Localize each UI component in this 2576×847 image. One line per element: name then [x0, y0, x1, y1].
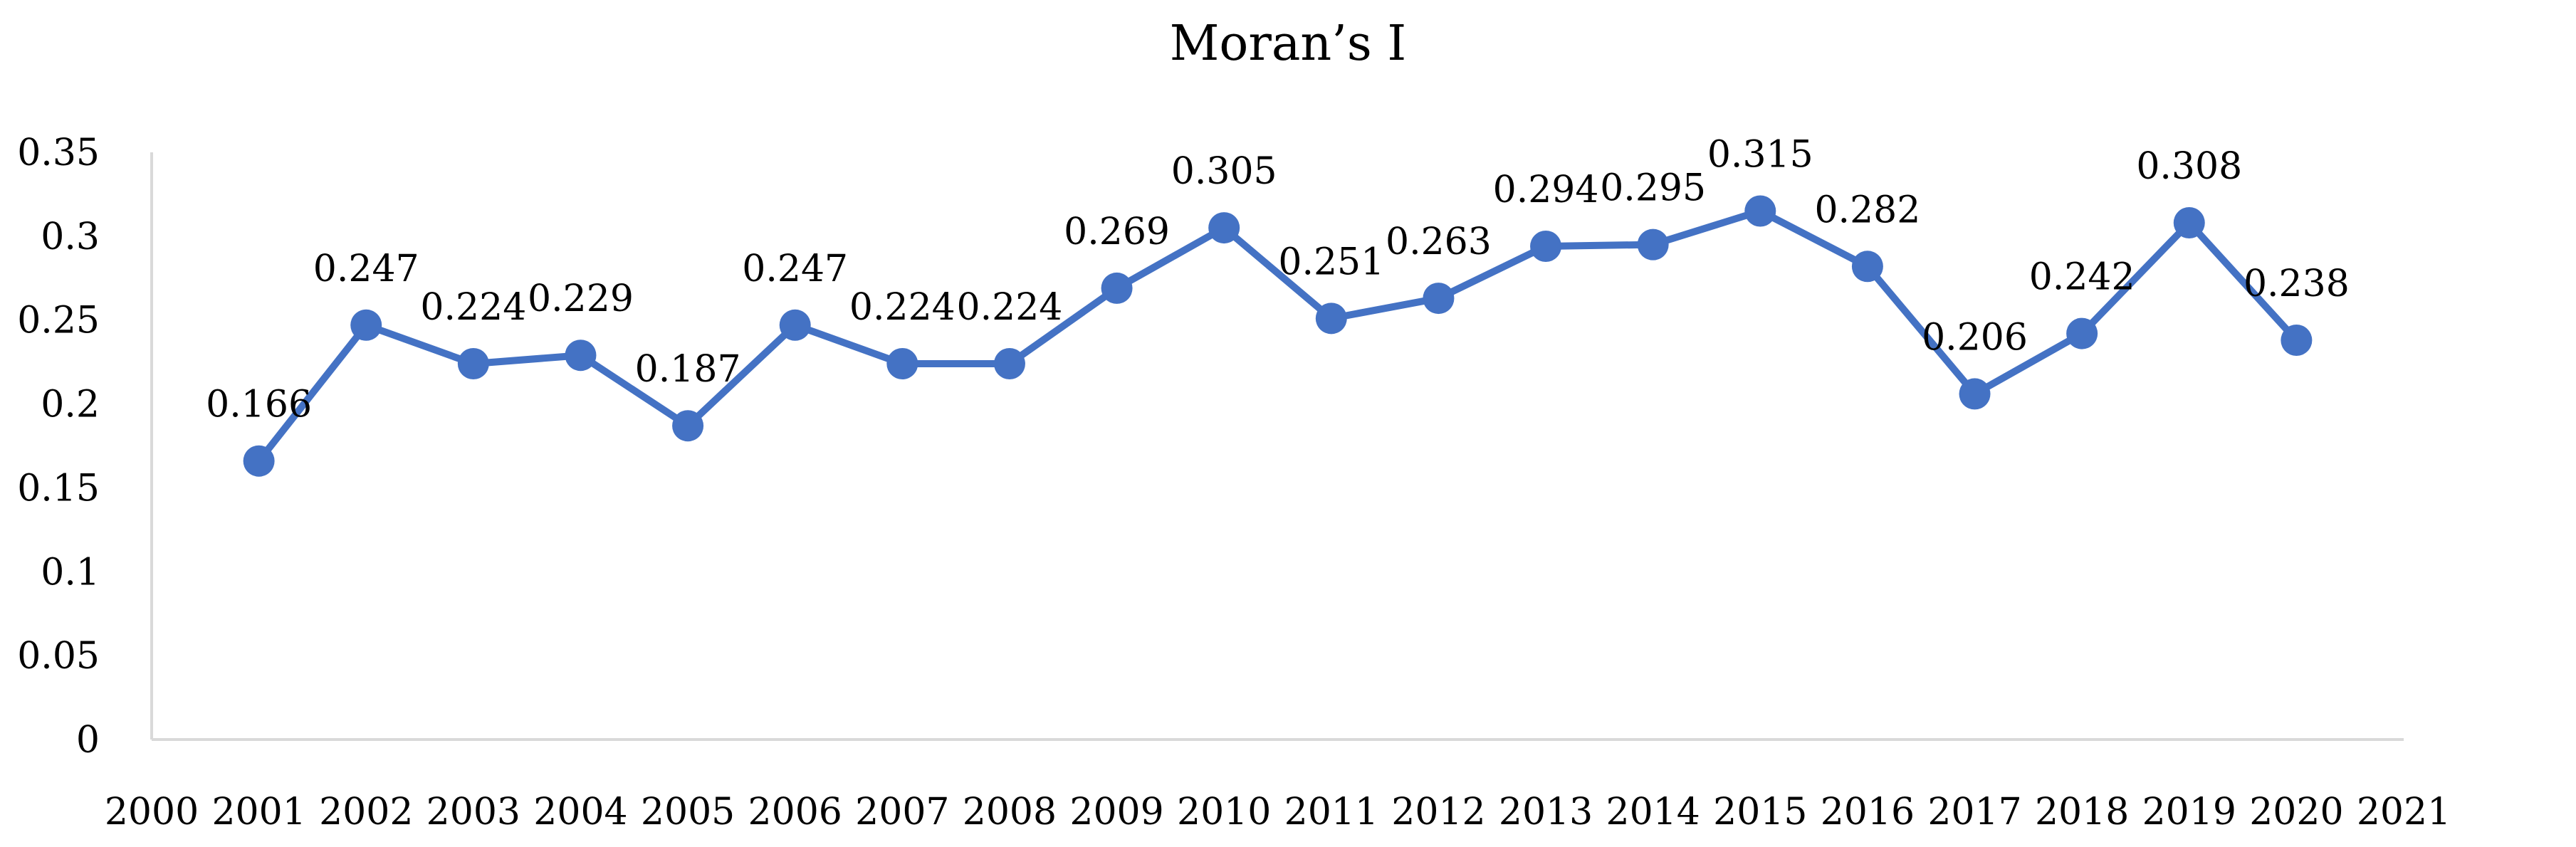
- chart-title: Moran’s I: [1170, 16, 1406, 72]
- data-point: [1423, 283, 1455, 315]
- data-point: [2173, 207, 2205, 238]
- data-point: [565, 340, 597, 372]
- x-tick-label: 2011: [1284, 791, 1378, 833]
- x-tick-label: 2010: [1177, 791, 1271, 833]
- data-point: [1637, 228, 1669, 261]
- x-tick-label: 2007: [855, 791, 949, 833]
- data-label: 0.263: [1386, 221, 1492, 263]
- y-tick-label: 0.3: [41, 216, 100, 258]
- data-point: [672, 410, 704, 442]
- data-label: 0.187: [635, 348, 741, 391]
- series-layer: [243, 195, 2313, 477]
- x-tick-label: 2014: [1606, 791, 1700, 833]
- y-tick-label: 0.1: [41, 551, 100, 594]
- x-tick-label: 2003: [426, 791, 520, 833]
- data-label: 0.315: [1707, 134, 1813, 177]
- data-point: [1208, 212, 1240, 244]
- y-tick-label: 0.35: [17, 132, 100, 174]
- data-label: 0.166: [206, 384, 312, 426]
- x-tick-label: 2021: [2357, 791, 2451, 833]
- x-tick-label: 2001: [211, 791, 305, 833]
- data-label: 0.294: [1493, 169, 1599, 211]
- x-tick-label: 2013: [1499, 791, 1593, 833]
- x-tick-label: 2000: [105, 791, 199, 833]
- y-tick-label: 0.2: [41, 384, 100, 426]
- x-tick-label: 2018: [2035, 791, 2129, 833]
- data-point: [1101, 272, 1133, 304]
- data-point: [457, 348, 489, 379]
- y-axis: 0 0.05 0.1 0.15 0.2 0.25 0.3 0.35: [17, 132, 153, 762]
- data-label: 0.251: [1278, 241, 1384, 283]
- y-tick-label: 0: [76, 719, 100, 762]
- data-label: 0.224: [849, 286, 955, 329]
- data-point: [243, 445, 275, 477]
- data-label: 0.238: [2243, 263, 2350, 305]
- data-label: 0.224: [420, 286, 526, 329]
- data-point: [2281, 325, 2313, 356]
- data-point: [993, 348, 1025, 379]
- data-point: [2066, 317, 2098, 349]
- x-tick-label: 2009: [1069, 791, 1163, 833]
- data-point: [1959, 378, 1991, 410]
- data-point: [1744, 195, 1776, 227]
- data-label: 0.229: [528, 278, 634, 320]
- data-label: 0.224: [957, 286, 1063, 329]
- data-label: 0.242: [2029, 256, 2135, 299]
- data-point: [1851, 251, 1883, 283]
- data-point: [886, 348, 918, 379]
- data-label: 0.282: [1814, 189, 1920, 231]
- data-point: [350, 309, 382, 341]
- x-tick-label: 2016: [1821, 791, 1915, 833]
- y-tick-label: 0.15: [17, 467, 100, 510]
- data-label: 0.269: [1064, 211, 1170, 253]
- data-point: [779, 309, 811, 341]
- x-tick-label: 2004: [533, 791, 627, 833]
- x-tick-label: 2019: [2142, 791, 2236, 833]
- x-tick-label: 2017: [1927, 791, 2021, 833]
- y-tick-label: 0.05: [17, 635, 100, 678]
- x-axis: 2000 2001 2002 2003 2004 2005 2006 2007 2008 2009…: [105, 738, 2451, 833]
- x-tick-label: 2006: [748, 791, 842, 833]
- x-tick-label: 2020: [2249, 791, 2343, 833]
- x-tick-label: 2012: [1391, 791, 1485, 833]
- data-label: 0.247: [313, 248, 419, 290]
- x-tick-label: 2005: [641, 791, 735, 833]
- y-tick-label: 0.25: [17, 300, 100, 342]
- data-label: 0.295: [1600, 167, 1706, 210]
- data-label: 0.305: [1171, 150, 1277, 193]
- series-line: [255, 207, 2300, 465]
- data-point: [1315, 302, 1347, 335]
- x-tick-label: 2008: [963, 791, 1057, 833]
- data-point: [1530, 231, 1562, 262]
- x-tick-label: 2015: [1713, 791, 1807, 833]
- data-label: 0.206: [1922, 316, 2028, 359]
- data-label: 0.308: [2136, 145, 2242, 188]
- data-label: 0.247: [742, 248, 848, 290]
- x-tick-label: 2002: [319, 791, 413, 833]
